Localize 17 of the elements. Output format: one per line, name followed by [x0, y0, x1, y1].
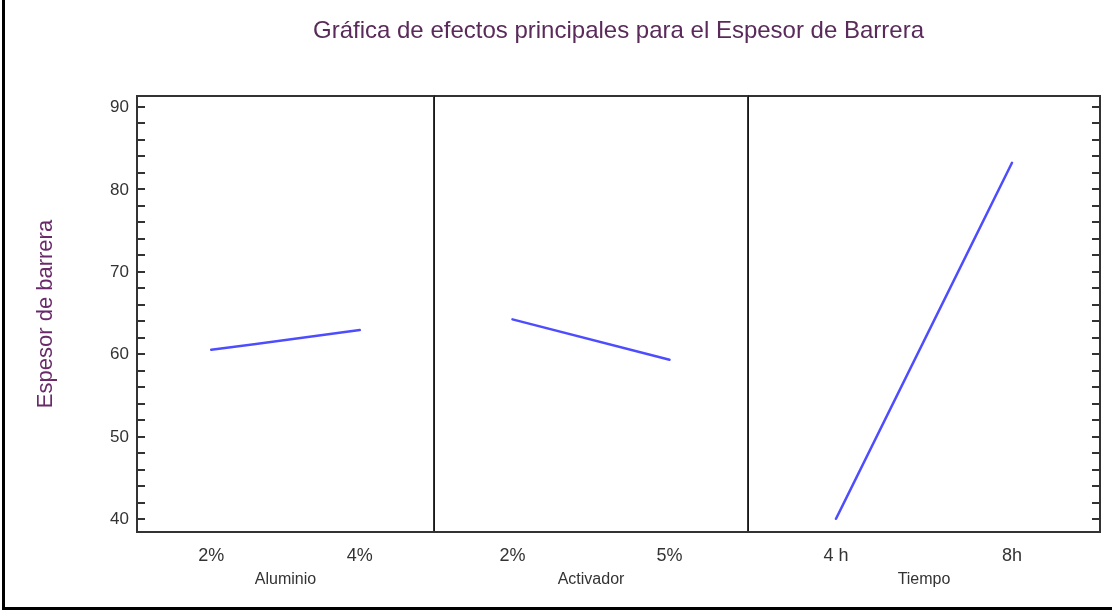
- x-tick-label: 2%: [499, 545, 526, 565]
- x-tick-label: 4%: [346, 545, 373, 565]
- x-axis-title: Aluminio: [254, 569, 317, 587]
- text: Gráfica de efectos principales para el Espesor de Barrera: [312, 16, 925, 44]
- x-axis-title: Activador: [557, 569, 626, 587]
- x-tick-label: 5%: [656, 545, 683, 565]
- y-tick-label: 80: [110, 179, 129, 199]
- x-tick-label: 4 h: [823, 545, 849, 565]
- x-axis-title: Tiempo: [897, 569, 951, 587]
- y-tick-label: 90: [110, 97, 129, 117]
- y-tick-label: 50: [110, 426, 129, 446]
- x-tick-label: 2%: [198, 545, 225, 565]
- x-tick-label: 8h: [1001, 545, 1023, 565]
- y-axis-title: Espesor de barrera: [31, 219, 57, 409]
- y-tick-label: 60: [110, 344, 129, 364]
- y-tick-label: 70: [110, 262, 129, 282]
- y-tick-label: 40: [110, 509, 129, 529]
